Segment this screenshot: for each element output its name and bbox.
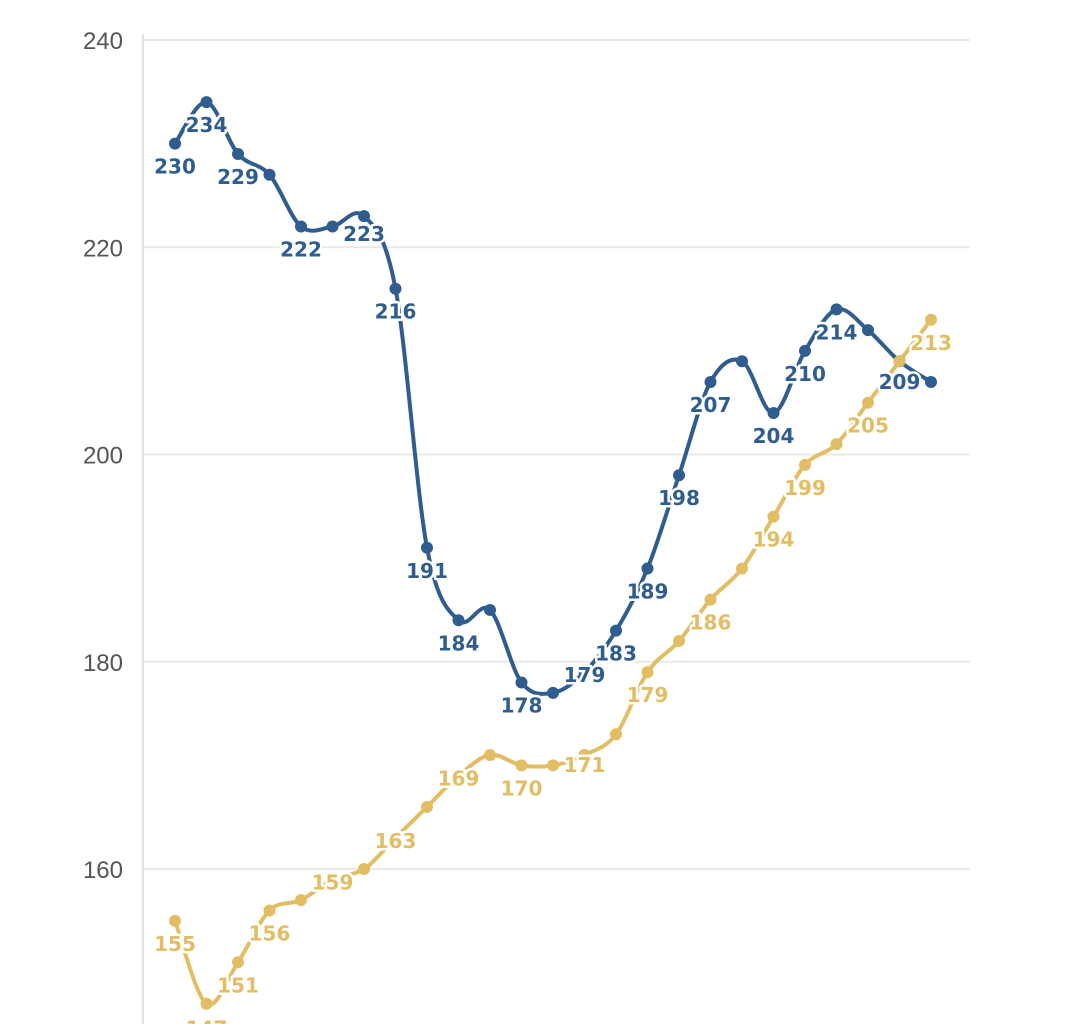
data-point bbox=[893, 355, 906, 368]
data-label: 184 bbox=[438, 631, 480, 655]
data-point bbox=[232, 956, 244, 969]
data-point bbox=[200, 96, 213, 109]
data-point bbox=[452, 614, 465, 627]
data-point bbox=[547, 686, 559, 699]
data-point bbox=[452, 769, 465, 782]
data-point bbox=[736, 355, 748, 368]
data-point bbox=[673, 469, 685, 482]
y-tick-label-180: 180 bbox=[83, 650, 123, 677]
data-point bbox=[547, 759, 559, 772]
data-label: 198 bbox=[658, 486, 700, 510]
data-point bbox=[232, 147, 244, 160]
data-label: 183 bbox=[595, 642, 637, 666]
data-point bbox=[704, 375, 717, 388]
data-point bbox=[641, 562, 654, 575]
data-point bbox=[484, 749, 496, 762]
data-point bbox=[862, 396, 874, 409]
data-label: 223 bbox=[343, 222, 385, 246]
data-point bbox=[830, 438, 843, 451]
data-label: 189 bbox=[627, 579, 669, 603]
data-point bbox=[326, 220, 339, 233]
data-point bbox=[925, 313, 937, 326]
data-point bbox=[326, 873, 339, 886]
y-tick-label-220: 220 bbox=[83, 235, 123, 262]
data-label: 191 bbox=[406, 559, 448, 583]
data-label: 213 bbox=[910, 331, 952, 355]
data-point bbox=[358, 863, 370, 875]
data-label: 229 bbox=[217, 165, 259, 189]
data-label: 159 bbox=[312, 870, 354, 894]
data-point bbox=[200, 997, 213, 1010]
data-point bbox=[169, 914, 181, 927]
data-label: 209 bbox=[879, 370, 921, 394]
data-label: 210 bbox=[784, 362, 826, 386]
data-point bbox=[578, 666, 591, 679]
data-point bbox=[295, 220, 307, 233]
data-label: 186 bbox=[690, 611, 732, 635]
data-point bbox=[389, 282, 402, 295]
data-label: 216 bbox=[375, 300, 417, 324]
data-label: 178 bbox=[501, 693, 543, 717]
data-point bbox=[799, 344, 811, 357]
data-point bbox=[704, 593, 717, 606]
y-tick-label-240: 240 bbox=[83, 28, 123, 55]
data-point bbox=[610, 624, 622, 637]
data-label: 207 bbox=[690, 393, 732, 417]
data-point bbox=[515, 676, 528, 689]
data-label: 151 bbox=[217, 973, 259, 997]
data-label: 170 bbox=[501, 776, 543, 800]
y-tick-label-200: 200 bbox=[83, 443, 123, 470]
data-point bbox=[673, 635, 685, 648]
data-point bbox=[515, 759, 528, 772]
data-label: 155 bbox=[154, 932, 196, 956]
data-point bbox=[736, 562, 748, 575]
data-label: 147 bbox=[186, 1017, 228, 1024]
gridlines bbox=[143, 39, 970, 870]
data-point bbox=[767, 407, 780, 420]
data-label: 194 bbox=[753, 528, 795, 552]
data-point bbox=[389, 831, 402, 844]
data-label: 179 bbox=[564, 663, 606, 687]
data-point bbox=[484, 603, 496, 616]
data-label: 214 bbox=[816, 320, 858, 344]
data-label: 171 bbox=[564, 753, 606, 777]
data-point bbox=[263, 904, 276, 917]
data-label: 156 bbox=[249, 921, 291, 945]
data-label: 199 bbox=[784, 476, 826, 500]
y-axis: 240 220 200 180 160 bbox=[83, 28, 144, 1024]
data-label: 169 bbox=[438, 767, 480, 791]
data-point bbox=[925, 375, 937, 388]
data-point bbox=[263, 168, 276, 181]
series-points bbox=[169, 96, 937, 1010]
data-point bbox=[578, 749, 591, 762]
y-tick-label-160: 160 bbox=[83, 857, 123, 884]
data-labels: 2302342292222232161911841781791831891982… bbox=[152, 111, 955, 1024]
data-label: 163 bbox=[375, 829, 417, 853]
data-label: 205 bbox=[847, 414, 889, 438]
data-label: 230 bbox=[154, 155, 196, 179]
data-point bbox=[830, 303, 843, 316]
data-point bbox=[799, 458, 811, 471]
series-line-1 bbox=[173, 100, 933, 696]
data-point bbox=[421, 541, 433, 554]
data-point bbox=[641, 666, 654, 679]
data-point bbox=[421, 800, 433, 813]
data-label: 234 bbox=[186, 113, 228, 137]
data-point bbox=[767, 510, 780, 523]
data-point bbox=[610, 728, 622, 741]
data-label: 222 bbox=[280, 238, 322, 262]
data-label: 204 bbox=[753, 424, 795, 448]
data-label: 179 bbox=[627, 683, 669, 707]
data-point bbox=[295, 894, 307, 907]
data-point bbox=[169, 137, 181, 150]
data-point bbox=[358, 210, 370, 223]
data-point bbox=[862, 324, 874, 337]
